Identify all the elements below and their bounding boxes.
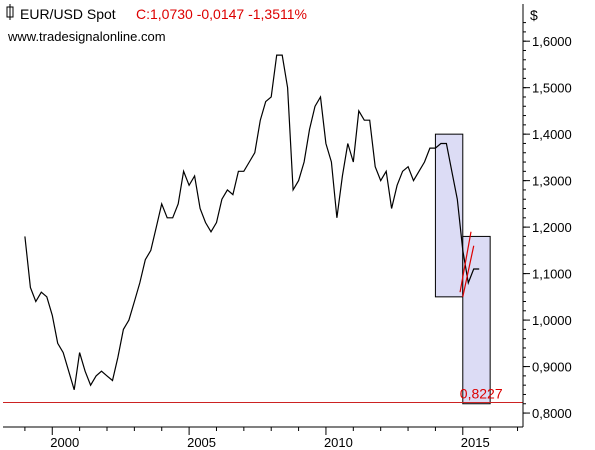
y-tick-label: 0,8000	[532, 406, 572, 421]
x-axis-ticks: 2000 2005 2010 2015	[24, 427, 519, 450]
channel-line-1	[459, 231, 472, 293]
channel-line-2	[462, 245, 475, 297]
y-tick-label: 1,1000	[532, 267, 572, 282]
y-tick-label: 1,2000	[532, 220, 572, 235]
y-tick-label: 1,0000	[532, 313, 572, 328]
projection-box-1	[434, 133, 464, 298]
support-value-label: 0,8227	[460, 386, 503, 402]
y-tick-label: 1,3000	[532, 174, 572, 189]
y-tick-label: 1,4000	[532, 127, 572, 142]
price-series-line	[24, 54, 480, 390]
y-tick-label: 1,6000	[532, 34, 572, 49]
projection-box-2	[462, 235, 491, 405]
x-tick-label: 2010	[324, 435, 353, 450]
trend-channel	[459, 231, 475, 297]
x-tick-label: 2005	[187, 435, 216, 450]
y-axis-ticks: 1,6000 1,5000 1,4000 1,3000 1,2000 1,1000 1,00…	[523, 22, 572, 421]
chart-header: EUR/USD Spot C:1,0730 -0,0147 -1,3511% w…	[6, 4, 307, 44]
symbol-label: EUR/USD Spot	[20, 6, 116, 22]
quote-label: C:1,0730 -0,0147 -1,3511%	[136, 6, 307, 22]
y-tick-label: 1,5000	[532, 81, 572, 96]
y-axis-unit-label: $	[530, 7, 538, 23]
source-label: www.tradesignalonline.com	[7, 29, 166, 44]
y-tick-label: 0,9000	[532, 360, 572, 375]
x-tick-label: 2000	[50, 435, 79, 450]
projection-boxes	[434, 133, 491, 405]
x-tick-label: 2015	[461, 435, 490, 450]
